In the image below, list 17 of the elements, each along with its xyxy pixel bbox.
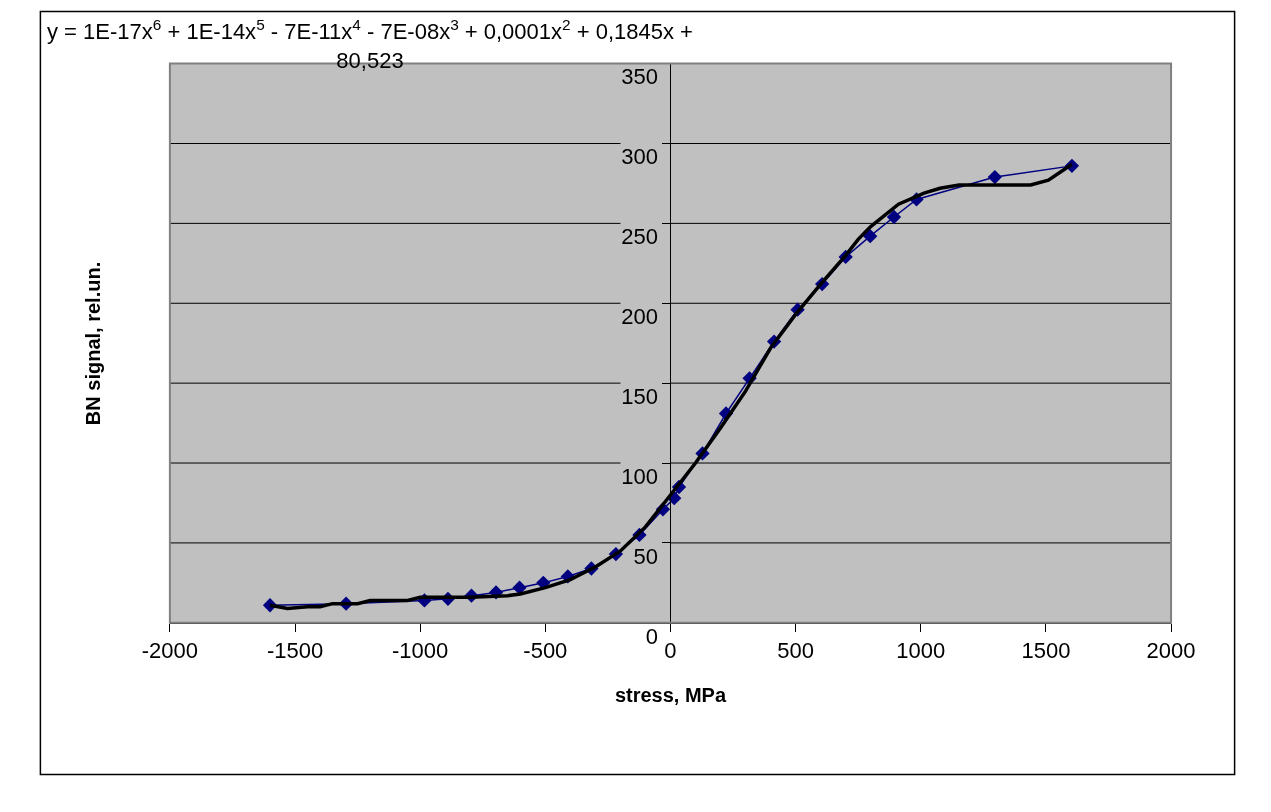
x-tick-label: 0 [664, 638, 677, 664]
y-tick-label: 200 [621, 303, 659, 329]
x-tick-label: 500 [777, 638, 814, 664]
x-tick-label: -1000 [392, 638, 449, 664]
x-tick-label: -2000 [141, 638, 199, 664]
x-tick-label: -1500 [266, 638, 324, 664]
x-tick-label: -500 [523, 638, 568, 664]
y-tick-label: 150 [621, 383, 659, 409]
y-tick-label: 50 [633, 543, 659, 569]
y-tick-label: 100 [621, 463, 659, 489]
x-tick-label: 2000 [1146, 638, 1196, 664]
y-tick-label: 300 [621, 144, 659, 170]
y-axis-title: BN signal, rel.un. [81, 261, 104, 426]
x-axis-title: stress, MPa [614, 683, 727, 706]
x-tick-label: 1000 [896, 638, 946, 664]
y-tick-label: 250 [621, 224, 659, 250]
x-tick-label: 1500 [1021, 638, 1071, 664]
